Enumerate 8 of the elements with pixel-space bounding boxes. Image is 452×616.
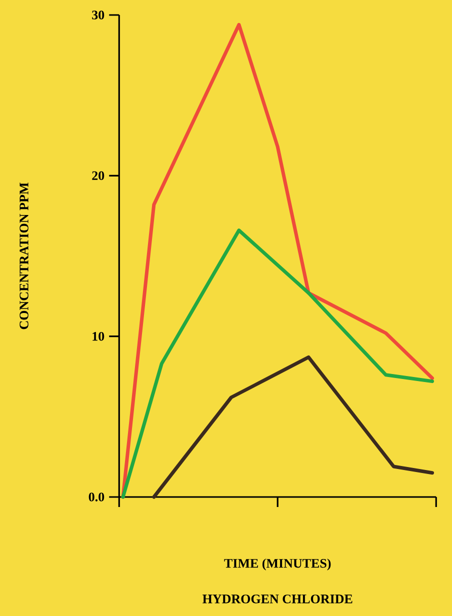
text: HYDROGEN CHLORIDE bbox=[202, 594, 352, 604]
x-axis-title: TIME (MINUTES) bbox=[224, 558, 331, 570]
y-tick-label: 20 bbox=[92, 171, 104, 180]
line-series bbox=[152, 355, 434, 499]
y-axis-title: CONCENTRATION PPM bbox=[20, 182, 28, 330]
y-tick-label: 0.0 bbox=[88, 492, 104, 502]
y-tick-label: 30 bbox=[92, 10, 104, 20]
y-tick-label: 10 bbox=[92, 332, 104, 341]
